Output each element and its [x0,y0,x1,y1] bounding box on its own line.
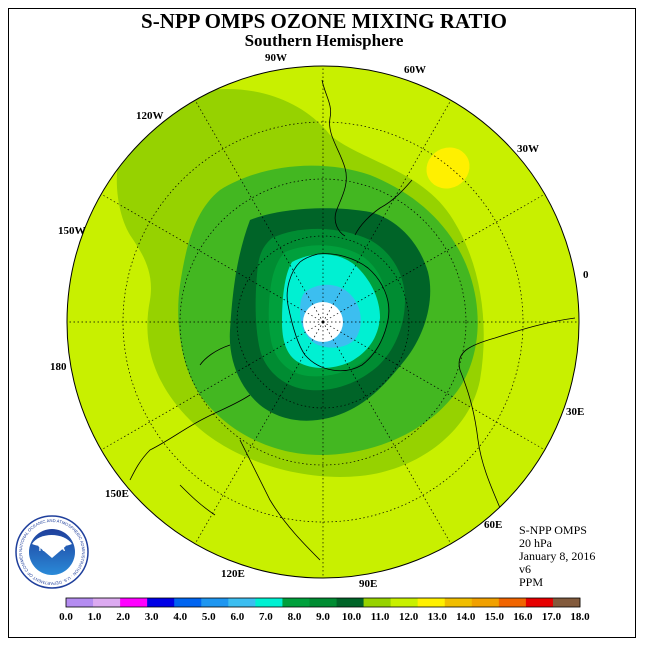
colorbar-label: 18.0 [570,611,590,623]
colorbar-label: 11.0 [371,611,390,623]
colorbar-swatch [363,598,392,607]
colorbar-swatch [66,598,94,607]
lon-label-0: 0 [583,269,589,281]
color-scale-bar: 0.0 1.0 2.0 3.0 4.0 5.0 6.0 7.0 8.0 9.0 10.0 11.0 12… [59,597,590,623]
info-pressure: 20 hPa [519,536,552,550]
map-info: S-NPP OMPS 20 hPa January 8, 2016 v6 PPM [519,524,595,589]
lon-label-60e: 60E [484,519,502,531]
lon-label-120w: 120W [136,110,164,122]
colorbar-label: 16.0 [513,611,533,623]
colorbar-label: 17.0 [542,611,562,623]
colorbar-label: 10.0 [342,611,362,623]
longitude-labels: 90W 60W 30W 0 30E 60E 90E 120E 150E 180 … [50,52,589,590]
field-12-13ppm-spot [426,147,470,189]
lon-label-180: 180 [50,361,67,373]
lon-label-120e: 120E [221,568,245,580]
lon-label-30w: 30W [517,143,539,155]
coastlines [129,79,576,561]
lon-label-150e: 150E [105,488,129,500]
colorbar-label: 4.0 [173,611,187,623]
colorbar-label: 0.0 [59,611,73,623]
colorbar-swatch [255,598,283,607]
colorbar-label: 6.0 [230,611,244,623]
colorbar-swatch [282,598,310,607]
figure-frame [8,8,636,638]
colorbar-swatch [147,598,175,607]
colorbar-swatch [444,598,473,607]
colorbar-label: 3.0 [145,611,159,623]
colorbar-swatch [552,598,581,607]
info-units: PPM [519,575,544,589]
colorbar-swatch [498,598,527,607]
colorbar-swatch [174,598,202,607]
colorbar-label: 14.0 [456,611,476,623]
colorbar-swatch [93,598,121,607]
colorbar-swatch [309,598,337,607]
colorbar-border [65,597,581,608]
map-title: S-NPP OMPS OZONE MIXING RATIO [141,9,507,33]
colorbar-label: 1.0 [88,611,102,623]
colorbar-label: 13.0 [428,611,448,623]
lon-label-30e: 30E [566,406,584,418]
lon-label-60w: 60W [404,64,426,76]
colorbar-label: 15.0 [485,611,505,623]
colorbar-swatch [201,598,229,607]
colorbar-label: 5.0 [202,611,216,623]
info-date: January 8, 2016 [519,549,596,563]
info-instrument: S-NPP OMPS [519,523,587,537]
colorbar-swatch [525,598,554,607]
colorbar-label: 9.0 [316,611,330,623]
colorbar-label: 2.0 [116,611,130,623]
colorbar-swatch [471,598,500,607]
colorbar-label: 12.0 [399,611,419,623]
lon-label-150w: 150W [58,225,86,237]
colorbar-swatch [336,598,364,607]
noaa-logo: NATIONAL OCEANIC AND ATMOSPHERIC ADMINIS… [14,514,89,589]
lon-label-90e: 90E [359,578,377,590]
noaa-logo-text: NOAA [39,543,66,553]
colorbar-swatch [390,598,419,607]
colorbar-swatch [120,598,148,607]
info-version: v6 [519,562,531,576]
colorbar-label: 7.0 [259,611,273,623]
map-subtitle: Southern Hemisphere [244,31,404,50]
graticule [67,66,579,578]
colorbar-swatch [417,598,446,607]
colorbar-label: 8.0 [288,611,302,623]
lon-label-90w: 90W [265,52,287,64]
map-boundary [66,65,580,579]
colorbar-swatch [228,598,256,607]
